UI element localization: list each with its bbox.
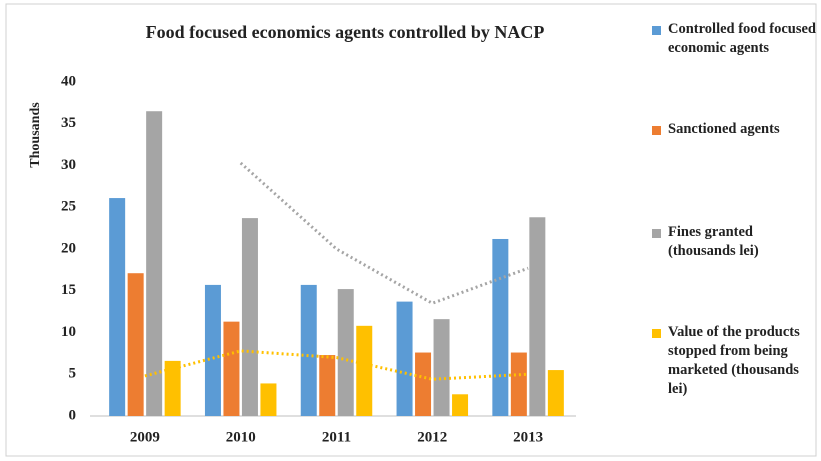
y-tick-label: 40: [61, 73, 76, 89]
legend-item: Fines granted (thousands lei): [652, 223, 818, 261]
trendline: [144, 349, 529, 381]
bar: [127, 273, 144, 416]
bar: [319, 355, 336, 416]
bar: [146, 111, 163, 416]
legend-item: Sanctioned agents: [652, 120, 818, 139]
legend-swatch: [652, 329, 661, 338]
legend-swatch: [652, 229, 661, 238]
legend-label: Fines granted (thousands lei): [668, 224, 759, 259]
bar: [529, 217, 546, 416]
legend-swatch: [652, 126, 661, 135]
y-tick-label: 20: [61, 240, 76, 256]
bar: [547, 370, 564, 416]
trendline: [239, 161, 529, 305]
x-tick-label: 2011: [322, 429, 351, 445]
y-tick-label: 25: [61, 199, 76, 215]
y-tick-label: 10: [61, 324, 76, 340]
bar: [452, 394, 469, 416]
y-axis-label: Thousands: [28, 102, 43, 168]
bar: [241, 218, 258, 416]
bar: [396, 301, 413, 416]
bar: [260, 383, 277, 416]
y-tick-label: 15: [61, 282, 76, 298]
bar: [300, 284, 317, 416]
legend-label: Controlled food focused economic agents: [668, 21, 816, 56]
legend-item: Value of the products stopped from being…: [652, 323, 818, 399]
legend-item: Controlled food focused economic agents: [652, 20, 818, 58]
bar: [164, 360, 181, 416]
chart-title: Food focused economics agents controlled…: [146, 22, 545, 42]
bar: [223, 321, 240, 416]
legend-swatch: [652, 26, 661, 35]
y-tick-label: 5: [69, 366, 77, 382]
legend-label: Value of the products stopped from being…: [668, 324, 800, 397]
y-tick-label: 0: [69, 407, 77, 423]
y-tick-label: 30: [61, 157, 76, 173]
x-tick-label: 2010: [226, 429, 256, 445]
y-tick-label: 35: [61, 115, 76, 131]
bar: [356, 325, 373, 416]
bar: [109, 198, 126, 416]
bar: [415, 352, 432, 416]
bar: [510, 352, 527, 416]
legend-label: Sanctioned agents: [668, 121, 780, 137]
x-tick-label: 2012: [417, 429, 447, 445]
x-tick-label: 2013: [513, 429, 543, 445]
chart-border: [5, 3, 817, 457]
bar: [492, 238, 509, 416]
bar: [337, 289, 354, 416]
bar: [204, 284, 221, 416]
x-tick-label: 2009: [130, 429, 160, 445]
bar: [433, 319, 450, 416]
